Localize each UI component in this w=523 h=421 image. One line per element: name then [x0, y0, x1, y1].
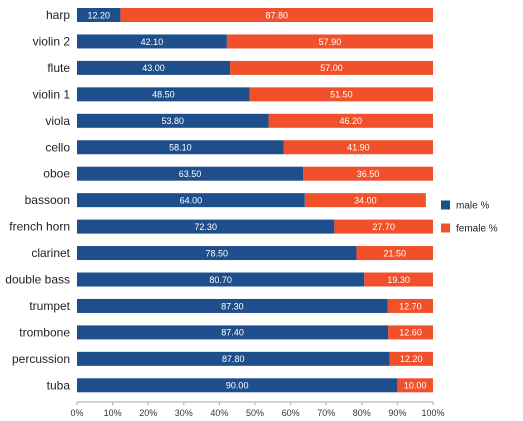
- x-axis-ticks: 0% 10% 20% 30% 40% 50% 60% 70% 80% 90% 100%: [70, 402, 445, 418]
- value-label-male-viola: 53.80: [161, 116, 184, 126]
- legend-swatch-male: [441, 200, 450, 210]
- bar-female-cello: [283, 140, 433, 155]
- bar-female-flute: [230, 60, 433, 75]
- value-label-female-double-bass: 19.30: [387, 275, 410, 285]
- bar-male-tuba: [77, 378, 398, 393]
- bar-female-double-bass: [364, 272, 433, 287]
- category-labels: harp violin 2 flute violin 1 viola cello oboe b…: [5, 8, 70, 392]
- value-label-male-bassoon: 64.00: [180, 195, 203, 205]
- value-label-male-clarinet: 78.50: [205, 248, 228, 258]
- value-label-female-trombone: 12.60: [399, 328, 422, 338]
- x-tick-label: 30%: [175, 408, 193, 418]
- bar-female-viola: [268, 113, 433, 128]
- bar-male-double-bass: [77, 272, 365, 287]
- bar-male-percussion: [77, 351, 390, 366]
- bar-male-clarinet: [77, 246, 357, 261]
- value-label-male-tuba: 90.00: [226, 381, 249, 391]
- category-label-french-horn: french horn: [9, 220, 70, 234]
- bar-male-french-horn: [77, 219, 335, 234]
- x-tick-label: 60%: [282, 408, 300, 418]
- value-label-male-flute: 43.00: [142, 63, 165, 73]
- category-label-double-bass: double bass: [5, 273, 70, 287]
- x-tick-label: 50%: [246, 408, 264, 418]
- x-tick-label: 20%: [139, 408, 157, 418]
- bar-male-oboe: [77, 166, 304, 181]
- bar-female-tuba: [397, 378, 433, 393]
- bar-female-harp: [120, 8, 433, 22]
- value-label-female-violin-2: 57.90: [319, 37, 342, 47]
- value-label-female-harp: 87.80: [265, 10, 288, 20]
- category-label-trombone: trombone: [19, 325, 70, 339]
- bar-female-french-horn: [334, 219, 433, 234]
- category-label-harp: harp: [46, 8, 70, 22]
- bar-male-violin-2: [77, 34, 227, 49]
- value-label-male-trumpet: 87.30: [221, 301, 244, 311]
- x-tick-label: 70%: [317, 408, 335, 418]
- value-labels: 12.20 87.80 42.10 57.90 43.00 57.00 48.50 51.50…: [87, 10, 426, 390]
- category-label-trumpet: trumpet: [29, 299, 70, 313]
- category-label-oboe: oboe: [43, 167, 70, 181]
- category-label-tuba: tuba: [47, 378, 71, 392]
- bar-female-oboe: [303, 166, 433, 181]
- value-label-male-trombone: 87.40: [221, 328, 244, 338]
- bars-layer: [77, 8, 433, 393]
- bar-female-trumpet: [387, 298, 433, 313]
- x-tick-label: 90%: [388, 408, 406, 418]
- category-label-viola: viola: [45, 114, 70, 128]
- value-label-male-violin-1: 48.50: [152, 90, 175, 100]
- x-tick-label: 40%: [210, 408, 228, 418]
- legend-label-male: male %: [456, 201, 489, 212]
- category-label-cello: cello: [45, 140, 70, 154]
- value-label-male-oboe: 63.50: [179, 169, 202, 179]
- x-tick-label: 10%: [104, 408, 122, 418]
- bar-male-trombone: [77, 325, 389, 340]
- value-label-male-double-bass: 80.70: [209, 275, 232, 285]
- value-label-male-percussion: 87.80: [222, 354, 245, 364]
- bar-male-violin-1: [77, 87, 250, 102]
- bar-male-harp: [77, 8, 121, 22]
- value-label-female-bassoon: 34.00: [354, 195, 377, 205]
- value-label-female-violin-1: 51.50: [330, 90, 353, 100]
- value-label-male-cello: 58.10: [169, 143, 192, 153]
- value-label-male-french-horn: 72.30: [194, 222, 217, 232]
- value-label-female-cello: 41.90: [347, 143, 370, 153]
- x-tick-label: 0%: [70, 408, 83, 418]
- bar-male-bassoon: [77, 193, 305, 208]
- category-label-clarinet: clarinet: [31, 246, 70, 260]
- value-label-female-oboe: 36.50: [357, 169, 380, 179]
- value-label-female-percussion: 12.20: [400, 354, 423, 364]
- bar-female-trombone: [388, 325, 433, 340]
- x-tick-label: 100%: [421, 408, 444, 418]
- bar-female-violin-2: [226, 34, 433, 49]
- category-label-flute: flute: [47, 61, 70, 75]
- bar-male-trumpet: [77, 298, 388, 313]
- category-label-violin-1: violin 1: [33, 87, 71, 101]
- category-label-violin-2: violin 2: [33, 34, 71, 48]
- bar-male-viola: [77, 113, 269, 128]
- value-label-female-viola: 46.20: [339, 116, 362, 126]
- value-label-male-harp: 12.20: [87, 10, 110, 20]
- x-tick-label: 80%: [353, 408, 371, 418]
- bar-female-clarinet: [356, 246, 433, 261]
- bar-female-percussion: [389, 351, 433, 366]
- value-label-female-flute: 57.00: [320, 63, 343, 73]
- category-label-percussion: percussion: [12, 352, 70, 366]
- value-label-female-clarinet: 21.50: [383, 248, 406, 258]
- value-label-female-french-horn: 27.70: [372, 222, 395, 232]
- legend: male % female %: [441, 200, 498, 235]
- bar-female-bassoon: [304, 193, 426, 208]
- value-label-female-tuba: 10.00: [404, 381, 427, 391]
- bar-male-flute: [77, 60, 231, 75]
- value-label-male-violin-2: 42.10: [141, 37, 164, 47]
- category-label-bassoon: bassoon: [25, 193, 70, 207]
- value-label-female-trumpet: 12.70: [399, 301, 422, 311]
- legend-label-female: female %: [456, 224, 498, 235]
- bar-male-cello: [77, 140, 284, 155]
- bar-female-violin-1: [249, 87, 433, 102]
- legend-swatch-female: [441, 223, 450, 233]
